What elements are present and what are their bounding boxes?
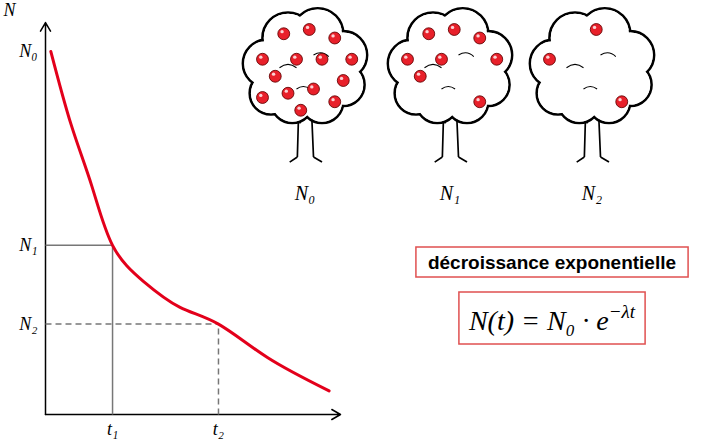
svg-text:N₀: N₀ bbox=[294, 182, 315, 204]
svg-text:N₂: N₂ bbox=[18, 314, 37, 334]
svg-text:N₀: N₀ bbox=[18, 41, 37, 61]
svg-text:N₂: N₂ bbox=[581, 182, 602, 204]
svg-text:N(t) = N₀ · e−λt: N(t) = N₀ · e−λt bbox=[468, 301, 636, 336]
svg-text:N₁: N₁ bbox=[18, 235, 37, 255]
svg-text:N₁: N₁ bbox=[439, 182, 460, 204]
svg-text:t₂: t₂ bbox=[213, 419, 224, 439]
svg-text:t₁: t₁ bbox=[107, 419, 118, 439]
svg-text:N: N bbox=[3, 0, 17, 20]
svg-text:décroissance exponentielle: décroissance exponentielle bbox=[428, 252, 676, 273]
